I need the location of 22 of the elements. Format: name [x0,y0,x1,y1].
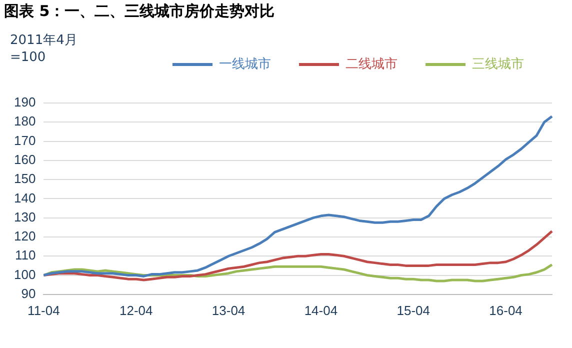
y-tick-label: 130 [14,209,36,224]
y-tick-label: 140 [14,190,36,206]
x-tick-label: 14-04 [304,302,338,318]
legend-label: 一线城市 [219,56,271,72]
y-tick-label: 170 [14,132,36,148]
y-tick-label: 100 [14,266,36,282]
chart-title: 图表 5：一、二、三线城市房价走势对比 [4,2,275,21]
x-tick-label: 11-04 [28,302,60,318]
y-tick-label: 190 [14,94,36,110]
y-tick-label: 110 [14,248,36,263]
y-tick-label: 180 [14,114,36,129]
legend-label: 三线城市 [472,56,524,72]
x-tick-label: 16-04 [489,302,522,318]
x-tick-label: 12-04 [119,302,153,318]
y-tick-label: 150 [14,171,36,186]
y-tick-label: 120 [14,228,36,244]
x-tick-label: 15-04 [396,302,430,318]
legend-label: 二线城市 [346,56,398,72]
y-tick-label: 90 [21,286,36,301]
y-tick-label: 160 [14,152,36,167]
y-axis-title: 2011年4月=100 [10,32,78,66]
x-tick-label: 13-04 [212,302,246,318]
